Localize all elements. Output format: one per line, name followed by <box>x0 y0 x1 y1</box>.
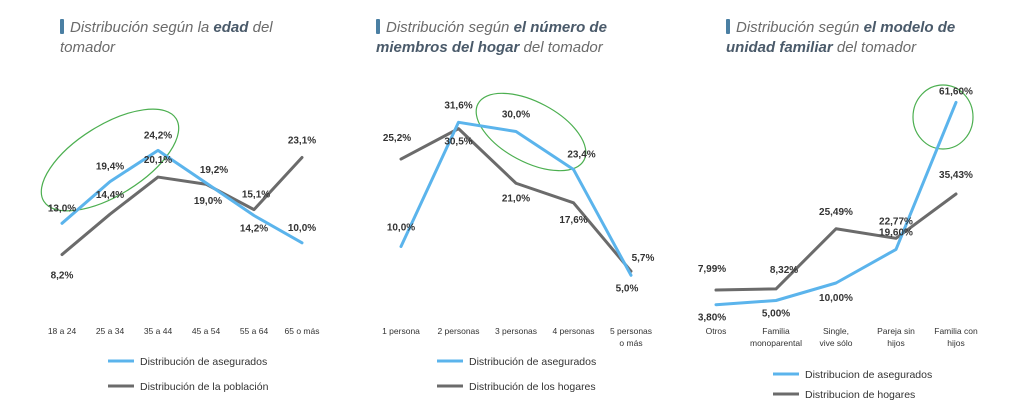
data-label: 3,80% <box>698 313 726 324</box>
chart-title: Distribución según el modelo de unidad f… <box>726 19 956 56</box>
chart-panel-miembros: Distribución según el número de miembros… <box>376 0 646 409</box>
data-label: 25,49% <box>819 207 853 218</box>
data-label: 22,77% <box>879 216 913 227</box>
data-label: 15,1% <box>242 190 270 201</box>
x-tick-label: 18 a 24 <box>48 326 77 336</box>
chart-panel-unidad-familiar: Distribución según el modelo de unidad f… <box>726 0 996 409</box>
data-label: 19,4% <box>96 162 124 173</box>
data-label: 10,0% <box>288 223 316 234</box>
data-label: 10,0% <box>387 223 415 234</box>
data-label: 35,43% <box>939 170 973 181</box>
x-tick-label: 1 persona <box>382 326 420 336</box>
legend-label: Distribución de los hogares <box>469 381 596 393</box>
chart-panel-edad: Distribución según la edad del tomador <box>60 0 330 409</box>
x-tick-label: Pareja sin <box>877 326 915 336</box>
data-label: 5,00% <box>762 309 790 320</box>
x-tick-label: 65 o más <box>285 326 320 336</box>
series-line-asegurados <box>714 100 958 307</box>
data-label: 7,99% <box>698 264 726 275</box>
x-tick-label: 5 personas <box>610 326 652 336</box>
legend-label: Distribucion de hogares <box>805 389 915 401</box>
data-label: 20,1% <box>144 155 172 166</box>
series-line-poblacion <box>399 127 633 273</box>
x-tick-label: 2 personas <box>437 326 479 336</box>
x-tick-label: 55 a 64 <box>240 326 269 336</box>
data-label: 21,0% <box>502 193 530 204</box>
series-line-asegurados <box>60 148 304 245</box>
x-tick-label: vive sólo <box>819 338 852 348</box>
x-tick-label: o más <box>619 338 642 348</box>
series-line-poblacion <box>60 156 304 257</box>
x-tick-label: Otros <box>706 326 727 336</box>
data-label: 17,6% <box>559 215 587 226</box>
data-label: 61,60% <box>939 86 973 97</box>
x-tick-label: 4 personas <box>552 326 594 336</box>
data-label: 23,4% <box>567 149 595 160</box>
x-tick-label: 45 a 54 <box>192 326 221 336</box>
highlight-ellipse <box>912 84 974 150</box>
data-label: 25,2% <box>383 133 411 144</box>
title-accent-bar <box>60 19 64 34</box>
legend-label: Distribución de la población <box>140 381 269 393</box>
data-label: 14,2% <box>240 223 268 234</box>
data-label: 24,2% <box>144 130 172 141</box>
data-label: 5,0% <box>616 283 639 294</box>
chart-title: Distribución según el número de miembros… <box>376 19 607 56</box>
chart-title: Distribución según la edad del tomador <box>60 19 273 56</box>
x-tick-label: hijos <box>947 338 964 348</box>
data-label: 31,6% <box>444 100 472 111</box>
data-label: 23,1% <box>288 136 316 147</box>
data-label: 8,2% <box>51 271 74 282</box>
data-label: 19,0% <box>194 196 222 207</box>
data-label: 30,0% <box>502 110 530 121</box>
data-label: 10,00% <box>819 293 853 304</box>
x-tick-label: Familia <box>762 326 790 336</box>
x-tick-label: Familia con <box>934 326 978 336</box>
highlight-ellipse <box>40 108 180 212</box>
x-tick-label: 35 a 44 <box>144 326 173 336</box>
data-label: 8,32% <box>770 265 798 276</box>
x-tick-label: Single, <box>823 326 849 336</box>
highlight-ellipse <box>475 92 587 172</box>
x-tick-label: hijos <box>887 338 904 348</box>
series-line-poblacion <box>714 192 958 292</box>
x-tick-label: 3 personas <box>495 326 537 336</box>
title-accent-bar <box>376 19 380 34</box>
data-label: 5,7% <box>632 253 655 264</box>
legend-label: Distribucion de asegurados <box>805 369 932 381</box>
series-line-asegurados <box>399 120 633 277</box>
title-accent-bar <box>726 19 730 34</box>
data-label: 19,2% <box>200 165 228 176</box>
data-label: 13,0% <box>48 203 76 214</box>
x-tick-label: 25 a 34 <box>96 326 125 336</box>
legend-label: Distribución de asegurados <box>469 356 596 368</box>
x-tick-label: monoparental <box>750 338 802 348</box>
legend-label: Distribución de asegurados <box>140 356 267 368</box>
data-label: 19,60% <box>879 227 913 238</box>
data-label: 30,5% <box>444 137 472 148</box>
data-label: 14,4% <box>96 190 124 201</box>
